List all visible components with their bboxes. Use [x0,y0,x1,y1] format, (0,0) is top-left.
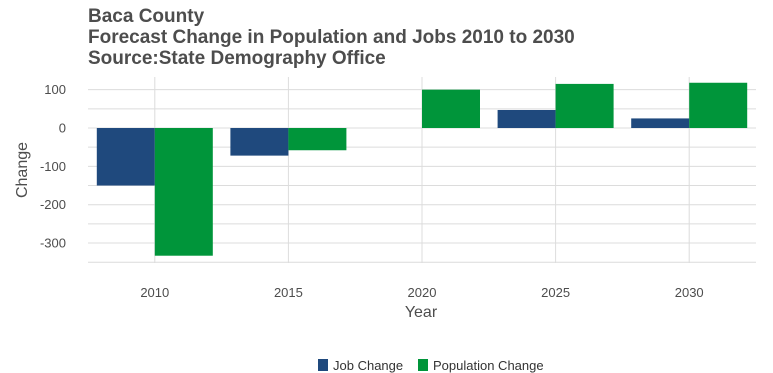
legend-label-population-change: Population Change [433,358,544,373]
bar-job-change-2015 [230,128,289,156]
legend-swatch-job-change [318,359,328,371]
x-tick-label: 2025 [541,285,570,300]
bar-population-change-2015 [288,128,347,151]
x-tick-label: 2030 [675,285,704,300]
legend-swatch-population-change [418,359,428,371]
y-tick-label: -100 [40,159,66,174]
legend-label-job-change: Job Change [333,358,403,373]
y-tick-label: 100 [44,82,66,97]
bar-population-change-2010 [154,128,213,256]
chart-title: Baca County [88,6,205,27]
bar-population-change-2025 [555,83,614,129]
chart-title-block: Baca County Forecast Change in Populatio… [88,6,575,69]
y-tick-label: -200 [40,197,66,212]
x-tick-label: 2015 [274,285,303,300]
bar-job-change-2025 [497,109,556,129]
x-tick-label: 2020 [408,285,437,300]
chart-subtitle: Forecast Change in Population and Jobs 2… [88,27,575,48]
bar-job-change-2010 [96,128,155,186]
bar-population-change-2020 [422,89,480,129]
bar-population-change-2030 [689,82,748,129]
y-tick-label: 0 [59,121,66,136]
x-axis-title: Year [405,304,438,321]
y-tick-label: -300 [40,236,66,251]
bar-layer [96,82,748,256]
x-tick-label: 2010 [140,285,169,300]
chart-source: Source:State Demography Office [88,48,386,69]
legend: Job Change Population Change [318,358,544,373]
y-axis-title: Change [14,142,31,198]
tick-layer: 100 0 -100 -200 -300 2010 2015 2020 2025 2030 [40,82,704,300]
bar-job-change-2030 [631,118,690,129]
